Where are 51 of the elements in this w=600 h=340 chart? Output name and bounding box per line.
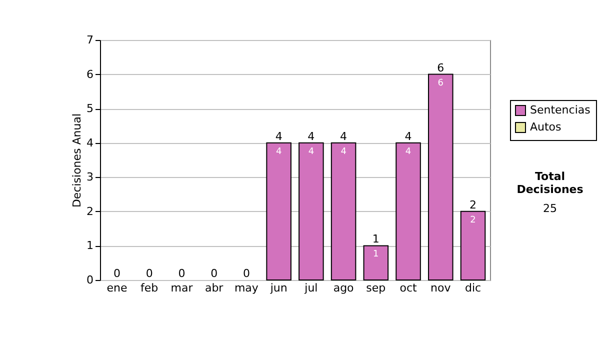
total-label: 4 (275, 130, 282, 143)
data-label: 6 (438, 78, 444, 88)
x-tick-label: mar (170, 282, 194, 294)
x-tick-label: oct (400, 282, 418, 294)
total-label: 4 (340, 130, 348, 143)
total-label: 0 (146, 267, 153, 280)
data-label: 4 (340, 146, 347, 157)
total-label: 0 (178, 267, 186, 280)
total-label: 4 (404, 130, 412, 143)
total-label: 6 (437, 61, 444, 74)
data-label: 1 (373, 250, 379, 260)
bar (266, 142, 292, 280)
y-tick-label: 2 (86, 204, 94, 218)
data-label: 2 (470, 215, 476, 226)
y-tick-label: 3 (86, 170, 94, 184)
total-label: 1 (372, 232, 380, 246)
total-label: 0 (210, 267, 218, 280)
x-tick-label: ene (106, 282, 128, 294)
x-tick-label: jul (304, 282, 318, 294)
x-tick-label: nov (430, 282, 452, 294)
legend-label: Sentencias (530, 104, 591, 116)
text: 25 (542, 202, 558, 215)
data-label: 4 (276, 146, 282, 157)
bar (363, 245, 389, 280)
total-label: 0 (242, 267, 250, 280)
y-tick-label: 1 (86, 239, 94, 252)
total-label: 2 (470, 198, 477, 212)
x-tick-label: sep (366, 282, 386, 294)
legend-label: Autos (530, 120, 562, 134)
bar (298, 142, 324, 280)
bar (428, 74, 454, 280)
bar (330, 142, 356, 280)
total-label: 4 (308, 130, 315, 143)
x-tick-label: ago (333, 282, 354, 294)
x-tick-label: dic (464, 282, 482, 294)
x-tick-label: feb (140, 282, 158, 294)
y-tick-label: 6 (86, 68, 94, 81)
text: Total Decisiones (516, 170, 584, 196)
y-tick-label: 7 (86, 34, 94, 46)
y-tick-label: 0 (86, 274, 94, 286)
bar (460, 210, 486, 280)
x-tick-label: abr (204, 282, 224, 294)
y-axis-title: Decisiones Anual (70, 113, 84, 208)
bar (396, 142, 421, 280)
x-tick-label: may (234, 282, 259, 294)
total-label: 0 (113, 267, 120, 280)
data-label: 4 (308, 146, 314, 157)
y-tick-label: 5 (86, 102, 94, 116)
x-tick-label: jun (269, 282, 288, 294)
data-label: 4 (405, 146, 412, 157)
y-tick-label: 4 (86, 136, 94, 150)
